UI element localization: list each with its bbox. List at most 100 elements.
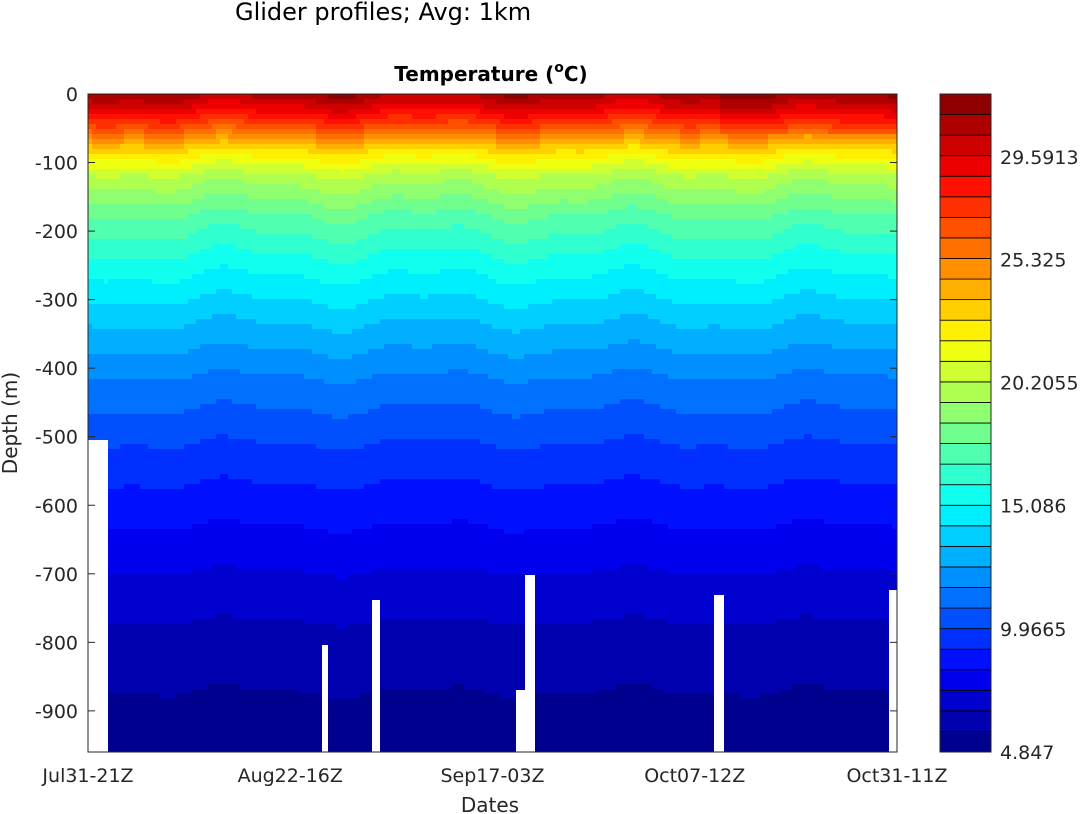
heatmap-cell bbox=[156, 139, 161, 145]
heatmap-cell bbox=[144, 324, 149, 330]
heatmap-cell bbox=[236, 279, 241, 285]
heatmap-cell bbox=[136, 429, 141, 435]
heatmap-cell bbox=[116, 394, 121, 400]
heatmap-cell bbox=[200, 239, 205, 245]
heatmap-cell bbox=[148, 254, 153, 260]
heatmap-cell bbox=[196, 129, 201, 135]
heatmap-cell bbox=[152, 444, 157, 450]
heatmap-cell bbox=[88, 324, 93, 330]
heatmap-cell bbox=[212, 234, 217, 240]
heatmap-cell bbox=[192, 709, 197, 715]
heatmap-cell bbox=[208, 394, 213, 400]
heatmap-cell bbox=[216, 559, 221, 565]
heatmap-cell bbox=[100, 339, 105, 345]
heatmap-cell bbox=[224, 244, 229, 250]
heatmap-cell bbox=[116, 194, 121, 200]
heatmap-cell bbox=[212, 719, 217, 725]
heatmap-cell bbox=[144, 169, 149, 175]
heatmap-cell bbox=[196, 264, 201, 270]
heatmap-cell bbox=[200, 529, 205, 535]
heatmap-cell bbox=[144, 209, 149, 215]
heatmap-cell bbox=[140, 624, 145, 630]
heatmap-cell bbox=[200, 604, 205, 610]
heatmap-cell bbox=[120, 134, 125, 140]
heatmap-cell bbox=[148, 494, 153, 500]
heatmap-cell bbox=[124, 469, 129, 475]
heatmap-cell bbox=[148, 314, 153, 320]
heatmap-cell bbox=[124, 704, 129, 710]
heatmap-cell bbox=[188, 184, 193, 190]
heatmap-cell bbox=[132, 359, 137, 365]
heatmap-cell bbox=[220, 659, 225, 665]
heatmap-cell bbox=[124, 214, 129, 220]
heatmap-cell bbox=[204, 194, 209, 200]
heatmap-cell bbox=[128, 114, 133, 120]
heatmap-cell bbox=[228, 369, 233, 375]
heatmap-cell bbox=[176, 549, 181, 555]
heatmap-cell bbox=[200, 579, 205, 585]
heatmap-cell bbox=[188, 474, 193, 480]
heatmap-cell bbox=[200, 644, 205, 650]
heatmap-cell bbox=[156, 419, 161, 425]
heatmap-cell bbox=[188, 414, 193, 420]
heatmap-cell bbox=[132, 574, 137, 580]
heatmap-cell bbox=[100, 149, 105, 155]
heatmap-cell bbox=[180, 644, 185, 650]
heatmap-cell bbox=[228, 104, 233, 110]
heatmap-cell bbox=[136, 109, 141, 115]
heatmap-cell bbox=[188, 459, 193, 465]
heatmap-cell bbox=[232, 324, 237, 330]
heatmap-cell bbox=[196, 144, 201, 150]
heatmap-cell bbox=[184, 284, 189, 290]
heatmap-cell bbox=[148, 184, 153, 190]
heatmap-cell bbox=[132, 344, 137, 350]
heatmap-cell bbox=[220, 664, 225, 670]
heatmap-cell bbox=[152, 399, 157, 405]
heatmap-cell bbox=[232, 714, 237, 720]
heatmap-cell bbox=[224, 319, 229, 325]
heatmap-cell bbox=[164, 294, 169, 300]
heatmap-cell bbox=[144, 554, 149, 560]
heatmap-cell bbox=[124, 109, 129, 115]
heatmap-cell bbox=[92, 314, 97, 320]
heatmap-cell bbox=[188, 614, 193, 620]
heatmap-cell bbox=[132, 519, 137, 525]
heatmap-cell bbox=[136, 294, 141, 300]
heatmap-cell bbox=[112, 224, 117, 230]
heatmap-cell bbox=[136, 504, 141, 510]
heatmap-cell bbox=[156, 124, 161, 130]
heatmap-cell bbox=[164, 319, 169, 325]
heatmap-cell bbox=[232, 484, 237, 490]
heatmap-cell bbox=[136, 304, 141, 310]
heatmap-cell bbox=[196, 579, 201, 585]
heatmap-cell bbox=[152, 524, 157, 530]
heatmap-cell bbox=[100, 374, 105, 380]
heatmap-cell bbox=[164, 549, 169, 555]
heatmap-cell bbox=[176, 424, 181, 430]
heatmap-cell bbox=[128, 599, 133, 605]
heatmap-cell bbox=[156, 674, 161, 680]
heatmap-cell bbox=[160, 224, 165, 230]
heatmap-cell bbox=[220, 254, 225, 260]
heatmap-cell bbox=[196, 504, 201, 510]
heatmap-cell bbox=[192, 194, 197, 200]
heatmap-cell bbox=[144, 154, 149, 160]
heatmap-cell bbox=[196, 349, 201, 355]
heatmap-cell bbox=[232, 704, 237, 710]
heatmap-cell bbox=[88, 364, 93, 370]
heatmap-cell bbox=[184, 174, 189, 180]
heatmap-cell bbox=[144, 434, 149, 440]
heatmap-cell bbox=[120, 559, 125, 565]
heatmap-cell bbox=[132, 609, 137, 615]
heatmap-cell bbox=[184, 289, 189, 295]
heatmap-cell bbox=[224, 139, 229, 145]
heatmap-cell bbox=[200, 329, 205, 335]
heatmap-cell bbox=[184, 314, 189, 320]
heatmap-cell bbox=[192, 669, 197, 675]
heatmap-cell bbox=[96, 364, 101, 370]
heatmap-cell bbox=[108, 599, 113, 605]
heatmap-cell bbox=[192, 219, 197, 225]
heatmap-cell bbox=[156, 549, 161, 555]
heatmap-cell bbox=[124, 349, 129, 355]
